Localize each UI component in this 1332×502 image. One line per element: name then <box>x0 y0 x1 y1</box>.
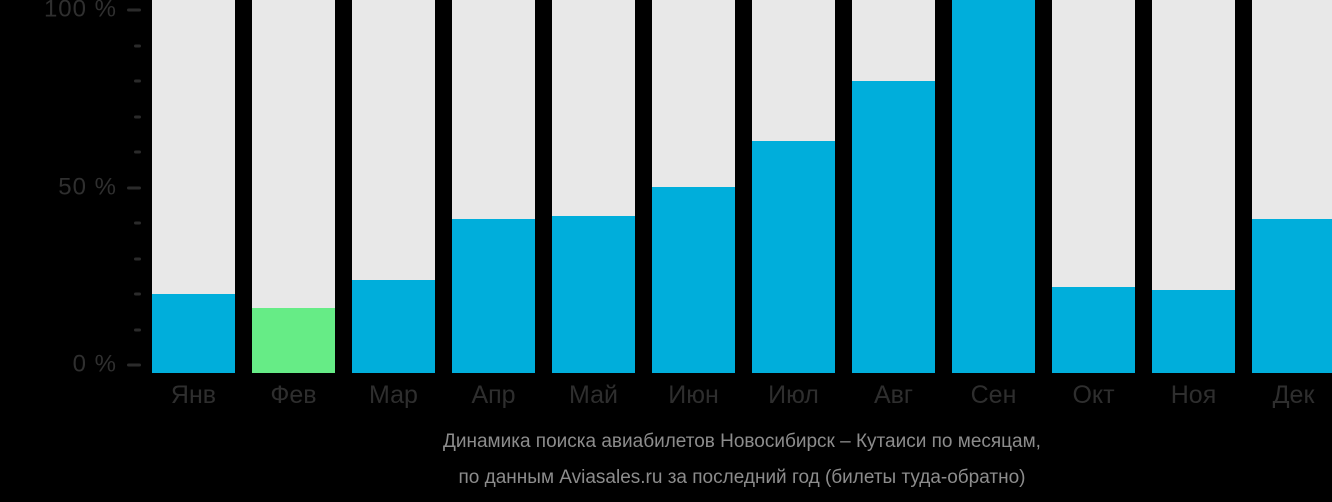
bar-Апр <box>452 0 535 373</box>
x-axis-label-Фев: Фев <box>270 381 317 409</box>
x-axis-label-Сен: Сен <box>970 381 1017 409</box>
chart-title: Динамика поиска авиабилетов Новосибирск … <box>443 431 1041 452</box>
y-axis-label-100: 100 % <box>43 0 117 23</box>
bar-fill <box>1152 290 1235 373</box>
y-tick-minor <box>134 79 141 83</box>
y-tick-minor <box>134 328 141 331</box>
y-tick-minor <box>134 150 141 154</box>
y-tick-major <box>127 186 141 189</box>
x-axis-label-Ноя: Ноя <box>1170 381 1217 409</box>
bar-fill <box>452 219 535 373</box>
bar-fill <box>352 280 435 373</box>
y-axis: 100 % 50 % 0 % <box>0 0 152 400</box>
bar-Июл <box>752 0 835 373</box>
y-tick-major <box>127 363 141 367</box>
x-axis-label-Окт: Окт <box>1072 381 1115 409</box>
bar-Июн <box>652 0 735 373</box>
y-axis-label-50: 50 % <box>58 172 117 200</box>
y-tick-minor <box>134 257 141 260</box>
x-axis-label-Май: Май <box>569 381 618 409</box>
x-axis-label-Мар: Мар <box>369 381 418 409</box>
bar-Дек <box>1252 0 1332 373</box>
bar-fill <box>952 0 1035 373</box>
y-axis-label-0: 0 % <box>72 350 117 378</box>
bar-Май <box>552 0 635 373</box>
x-axis: Янв Фев Мар Апр Май Июн Июл Авг Сен Окт Ноя Дек <box>152 0 1332 420</box>
bar-Ноя <box>1152 0 1235 373</box>
x-axis-label-Авг: Авг <box>873 381 914 409</box>
bar-Мар <box>352 0 435 373</box>
bar-Окт <box>1052 0 1135 373</box>
bar-fill <box>552 216 635 373</box>
bar-Авг <box>852 0 935 373</box>
bar-Фев <box>252 0 335 373</box>
y-tick-minor <box>134 44 141 47</box>
y-tick-minor <box>134 115 141 118</box>
bar-fill <box>652 187 735 373</box>
x-axis-label-Июн: Июн <box>668 381 719 409</box>
y-tick-minor <box>134 292 141 296</box>
chart-subtitle: по данным Aviasales.ru за последний год … <box>458 467 1026 488</box>
bar-fill <box>252 308 335 373</box>
bar-Янв <box>152 0 235 373</box>
bar-fill <box>1252 219 1332 373</box>
bar-fill <box>752 141 835 373</box>
y-tick-minor <box>134 221 141 225</box>
bar-fill <box>1052 287 1135 373</box>
plot-area <box>152 0 1332 373</box>
bar-Сен <box>952 0 1035 373</box>
x-axis-label-Янв: Янв <box>170 381 217 409</box>
bar-fill <box>852 81 935 373</box>
x-axis-label-Дек: Дек <box>1272 381 1315 409</box>
x-axis-label-Апр: Апр <box>471 381 516 409</box>
x-axis-label-Июл: Июл <box>768 381 819 409</box>
bar-fill <box>152 294 235 373</box>
y-tick-major <box>127 8 141 12</box>
